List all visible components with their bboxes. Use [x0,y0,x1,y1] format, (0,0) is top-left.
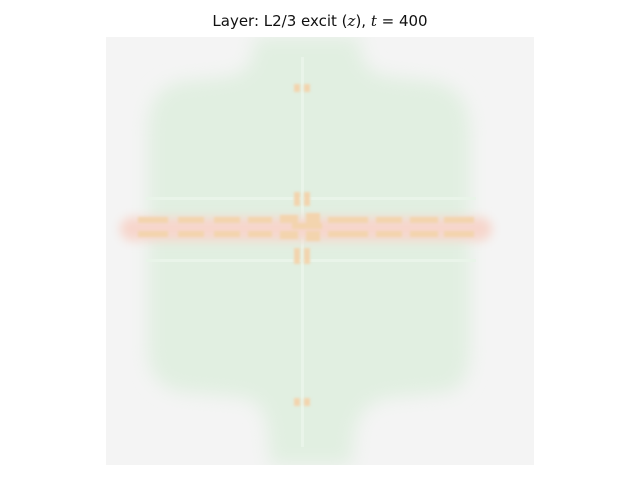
hotspot-top [294,84,310,92]
vertical-activity-line [301,57,304,447]
title-equals: = [376,12,399,30]
plot-title: Layer: L2/3 excit (z), t = 400 [0,12,640,30]
activity-map-svg [106,37,534,465]
title-mid: ), [355,12,371,30]
hotspot-band [138,213,474,241]
hotspot-upper-center [294,192,310,206]
hotspot-bottom [294,398,310,406]
horizontal-activity-line-upper [146,197,476,200]
activity-map [106,37,534,465]
horizontal-activity-line-lower [146,259,476,262]
hotspot-lower-center [294,248,310,264]
title-time-symbol: t [370,12,377,30]
title-prefix: Layer: L2/3 excit ( [212,12,348,30]
title-variable: z [347,12,356,30]
title-time-value: 400 [398,12,428,30]
